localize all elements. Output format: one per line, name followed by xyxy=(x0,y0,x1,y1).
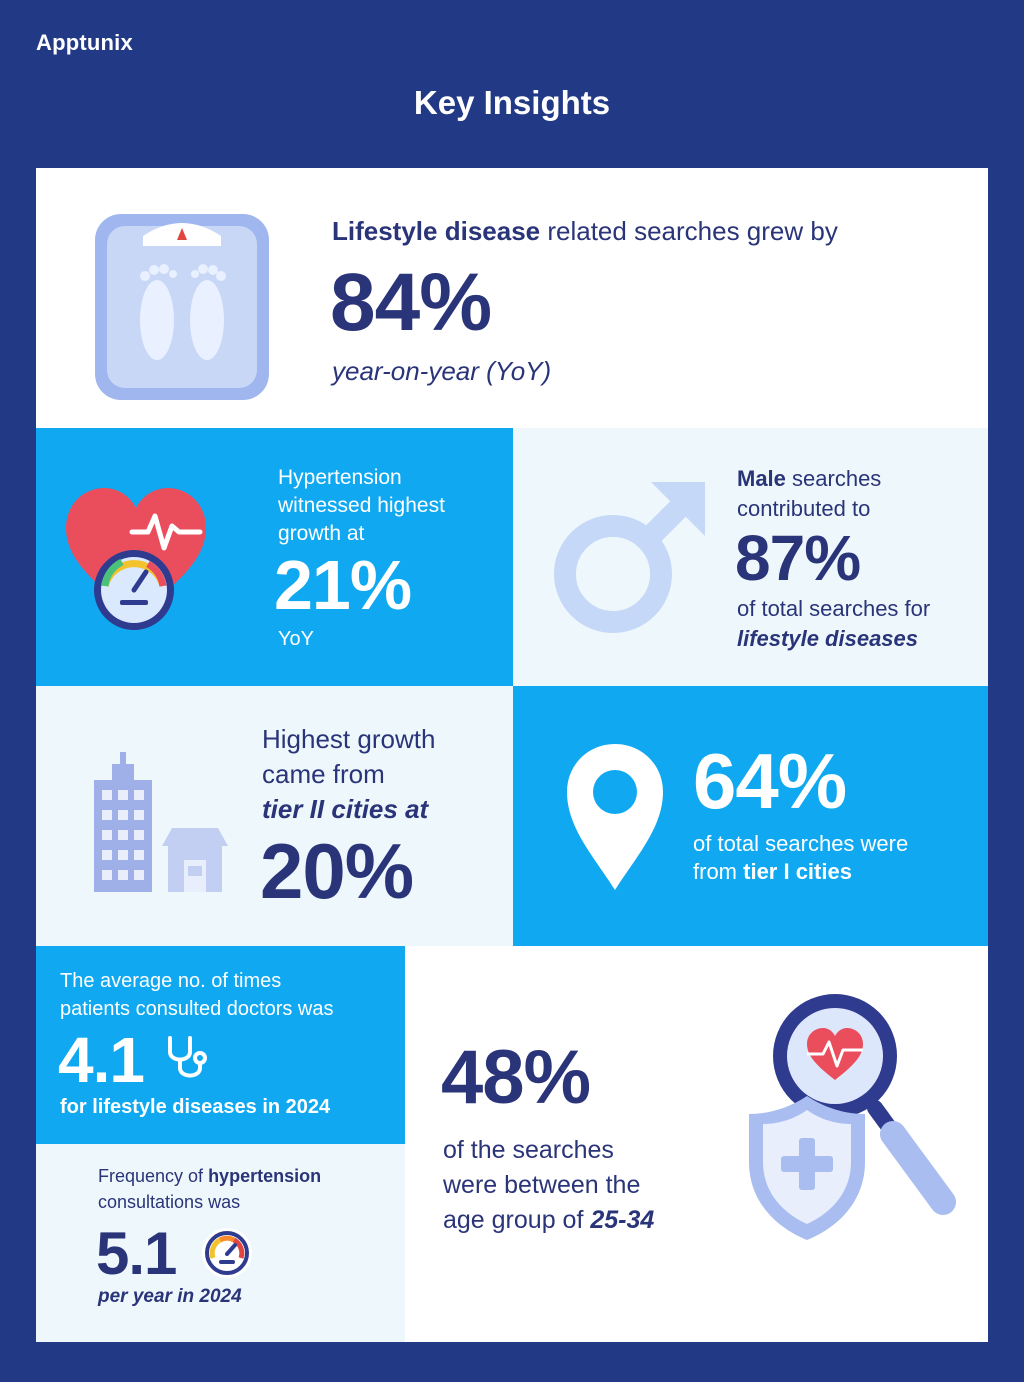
male-value: 87% xyxy=(735,522,861,594)
age-line3-prefix: age group of xyxy=(443,1206,591,1234)
tier2-line3: tier II cities at xyxy=(262,794,429,824)
consult-value: 4.1 xyxy=(58,1024,145,1096)
male-panel: Male searches contributed to 87% of tota… xyxy=(513,428,988,686)
consult-line1: The average no. of times xyxy=(60,970,282,992)
page-title: Key Insights xyxy=(413,84,611,121)
stethoscope-icon xyxy=(164,1034,208,1082)
age-line2: were between the xyxy=(443,1171,641,1199)
age-panel: 48% of the searches were between the age… xyxy=(405,946,988,1342)
tier1-line2-bold: tier I cities xyxy=(743,859,852,884)
frequency-line1-bold: hypertension xyxy=(208,1166,322,1186)
hypertension-value: 21% xyxy=(274,546,412,624)
insights-card: Lifestyle disease related searches grew … xyxy=(36,168,988,1342)
consult-panel: The average no. of times patients consul… xyxy=(36,946,405,1144)
hypertension-sub: YoY xyxy=(278,628,314,650)
age-line3-bold: 25-34 xyxy=(590,1206,655,1234)
frequency-line1-prefix: Frequency of xyxy=(98,1166,209,1186)
tier1-panel: 64% of total searches were from tier I c… xyxy=(513,686,988,946)
consult-line3: for lifestyle diseases in 2024 xyxy=(60,1096,331,1118)
hypertension-line2: witnessed highest xyxy=(278,494,445,517)
male-lead: Male searches xyxy=(737,466,881,492)
age-value: 48% xyxy=(441,1035,591,1120)
gauge-icon xyxy=(200,1226,254,1280)
tier1-value: 64% xyxy=(693,737,847,825)
frequency-line3: per year in 2024 xyxy=(98,1286,242,1307)
lifestyle-lead-bold: Lifestyle disease xyxy=(332,216,541,246)
hypertension-line3: growth at xyxy=(278,522,365,545)
brand-name: Apptunix xyxy=(36,30,133,55)
hypertension-panel: Hypertension witnessed highest growth at… xyxy=(36,428,513,686)
tier2-line1: Highest growth xyxy=(262,724,436,754)
city-buildings-icon xyxy=(92,752,228,894)
male-symbol-icon xyxy=(551,476,711,636)
weighing-scale-icon xyxy=(93,212,271,402)
tier2-panel: Highest growth came from tier II cities … xyxy=(36,686,513,946)
heart-gauge-icon xyxy=(62,482,212,632)
tier1-line2-prefix: from xyxy=(693,859,744,884)
frequency-panel: Frequency of hypertension consultations … xyxy=(36,1144,405,1342)
consult-line2: patients consulted doctors was xyxy=(60,998,334,1020)
location-pin-icon xyxy=(565,742,665,892)
male-lead-rest: searches xyxy=(785,466,882,491)
lifestyle-value: 84% xyxy=(330,257,492,348)
frequency-line1: Frequency of hypertension xyxy=(98,1166,321,1187)
age-line1: of the searches xyxy=(443,1136,614,1164)
male-line4: lifestyle diseases xyxy=(737,626,919,651)
brand-logo: Apptunix xyxy=(36,30,133,56)
male-line3: of total searches for xyxy=(737,596,931,621)
tier2-value: 20% xyxy=(260,827,414,915)
lifestyle-panel: Lifestyle disease related searches grew … xyxy=(36,168,988,428)
tier1-line1: of total searches were xyxy=(693,831,909,856)
age-line3: age group of 25-34 xyxy=(443,1206,654,1235)
magnifier-heart-icon xyxy=(767,988,957,1218)
hypertension-line1: Hypertension xyxy=(278,466,402,489)
male-line2: contributed to xyxy=(737,496,871,521)
frequency-value: 5.1 xyxy=(96,1220,177,1287)
lifestyle-lead: Lifestyle disease related searches grew … xyxy=(332,216,838,247)
lifestyle-lead-rest: related searches grew by xyxy=(540,216,838,246)
male-lead-bold: Male xyxy=(737,466,786,491)
frequency-line2: consultations was xyxy=(98,1192,241,1212)
tier2-line2: came from xyxy=(262,759,385,789)
shield-cross-icon xyxy=(745,1092,869,1242)
lifestyle-sub: year-on-year (YoY) xyxy=(332,356,552,386)
tier1-line2: from tier I cities xyxy=(693,859,852,885)
